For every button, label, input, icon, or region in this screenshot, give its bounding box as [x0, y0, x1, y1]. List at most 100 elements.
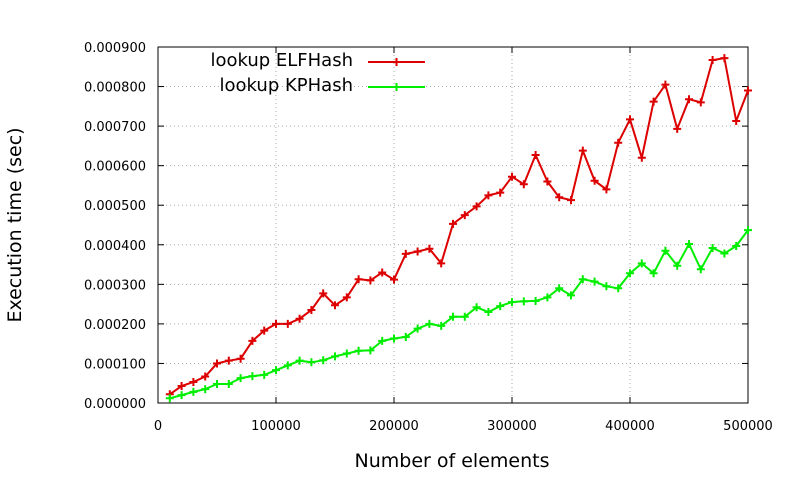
data-point [673, 124, 682, 133]
data-point [354, 346, 363, 355]
data-point [283, 361, 292, 370]
ticks: 0 100000 200000 300000 400000 500000 0.000000 0… [84, 41, 773, 434]
y-tick-label: 0.000900 [84, 41, 146, 56]
data-point [732, 241, 741, 250]
data-point [177, 381, 186, 390]
data-point [189, 387, 198, 396]
data-point [744, 226, 752, 235]
data-point [390, 275, 398, 284]
data-point [460, 211, 469, 220]
data-point [708, 56, 717, 65]
y-tick-label: 0.000400 [84, 239, 146, 254]
data-point [366, 346, 375, 355]
data-point [567, 196, 575, 205]
plot-frame [157, 46, 749, 404]
data-point [342, 293, 351, 302]
legend-item: lookup ELFHash [210, 50, 425, 71]
data-point [508, 298, 516, 307]
data-point [555, 193, 564, 202]
legend-item: lookup KPHash [220, 75, 425, 96]
data-point [201, 385, 210, 394]
data-point [626, 115, 634, 124]
data-point [720, 249, 729, 258]
data-point [708, 243, 717, 252]
data-point [319, 356, 328, 365]
data-point [331, 301, 339, 310]
data-point [602, 185, 611, 194]
legend-marker [392, 58, 401, 66]
data-point [531, 296, 540, 305]
data-point [637, 153, 646, 162]
data-point [248, 372, 257, 381]
data-point [460, 312, 469, 321]
data-point [578, 275, 587, 284]
data-point [331, 352, 339, 361]
data-point [614, 284, 623, 293]
data-point [413, 247, 422, 256]
data-point [449, 312, 457, 321]
data-point [295, 314, 304, 323]
data-point [342, 349, 351, 358]
y-tick-label: 0.000000 [84, 397, 146, 412]
data-point [543, 177, 552, 186]
data-point [390, 334, 398, 343]
x-tick-label: 500000 [723, 419, 773, 434]
series-line [169, 56, 749, 396]
data-point [602, 282, 611, 291]
data-point [472, 303, 481, 312]
data-point [484, 308, 493, 317]
data-point [425, 244, 434, 253]
data-point [626, 269, 634, 278]
series-layer [165, 54, 752, 403]
y-tick-label: 0.000200 [84, 318, 146, 333]
y-tick-label: 0.000300 [84, 278, 146, 293]
x-tick-label: 0 [154, 419, 162, 434]
data-point [213, 380, 221, 389]
data-point [590, 277, 599, 286]
data-point [472, 202, 481, 211]
data-point [649, 269, 658, 278]
data-point [378, 336, 387, 345]
data-point [307, 358, 316, 367]
data-point [673, 261, 682, 270]
data-point [685, 239, 693, 248]
data-point [685, 95, 693, 104]
data-point [366, 276, 375, 285]
y-tick-label: 0.000700 [84, 120, 146, 135]
x-axis-label: Number of elements [355, 450, 550, 472]
data-point [496, 302, 505, 311]
legend-label: lookup KPHash [220, 75, 353, 96]
x-tick-label: 400000 [605, 419, 655, 434]
y-axis-label: Execution time (sec) [4, 127, 26, 322]
x-tick-label: 200000 [369, 419, 419, 434]
data-point [236, 374, 245, 383]
data-point [744, 86, 752, 95]
data-point [260, 326, 269, 335]
data-point [213, 359, 221, 368]
legend-label: lookup ELFHash [210, 50, 353, 71]
data-point [165, 394, 174, 403]
legend: lookup ELFHash lookup KPHash [210, 50, 425, 96]
data-point [236, 354, 245, 363]
data-point [496, 188, 505, 197]
data-point [484, 191, 493, 200]
data-point [201, 372, 210, 381]
data-point [437, 259, 446, 268]
data-point [224, 380, 233, 389]
data-point [307, 306, 316, 315]
data-point [319, 289, 328, 298]
data-point [189, 378, 198, 387]
data-point [437, 321, 446, 330]
data-point [508, 172, 516, 181]
legend-marker [392, 83, 401, 91]
series-line [169, 229, 749, 400]
data-point [401, 332, 410, 341]
data-point [449, 219, 457, 228]
data-point [696, 98, 705, 107]
data-point [224, 356, 233, 365]
data-point [531, 150, 540, 159]
y-tick-label: 0.000800 [84, 81, 146, 96]
data-point [555, 284, 564, 293]
y-tick-label: 0.000500 [84, 199, 146, 214]
